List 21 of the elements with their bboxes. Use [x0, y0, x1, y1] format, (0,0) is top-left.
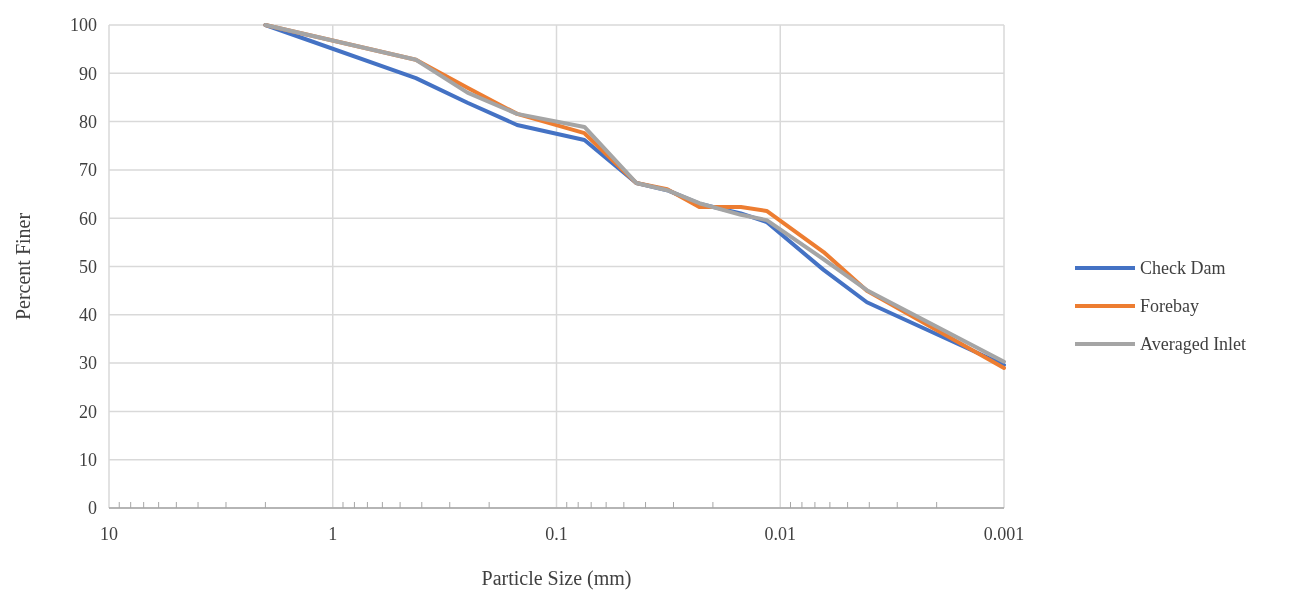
y-tick-label: 40 [79, 305, 97, 326]
y-tick-label: 70 [79, 160, 97, 181]
legend-label: Forebay [1140, 296, 1199, 317]
y-tick-label: 10 [79, 450, 97, 470]
y-axis-title: Percent Finer [12, 212, 34, 321]
y-tick-label: 100 [70, 15, 97, 36]
x-tick-label: 0.001 [983, 524, 1025, 544]
y-tick-label: 50 [79, 256, 97, 277]
x-tick-label: 1 [328, 524, 338, 544]
x-tick-label: 0.01 [764, 524, 796, 544]
x-tick-label: 10 [100, 524, 118, 544]
y-tick-label: 20 [79, 401, 97, 422]
y-tick-label: 0 [88, 498, 97, 519]
y-tick-label: 30 [79, 353, 97, 374]
y-tick-label: 80 [79, 111, 97, 132]
x-axis-title: Particle Size (mm) [481, 567, 632, 590]
legend-label: Averaged Inlet [1140, 334, 1247, 355]
x-tick-label: 0.1 [545, 524, 568, 544]
legend-label: Check Dam [1140, 258, 1226, 279]
y-tick-label: 90 [79, 63, 97, 84]
y-tick-label: 60 [79, 208, 97, 229]
